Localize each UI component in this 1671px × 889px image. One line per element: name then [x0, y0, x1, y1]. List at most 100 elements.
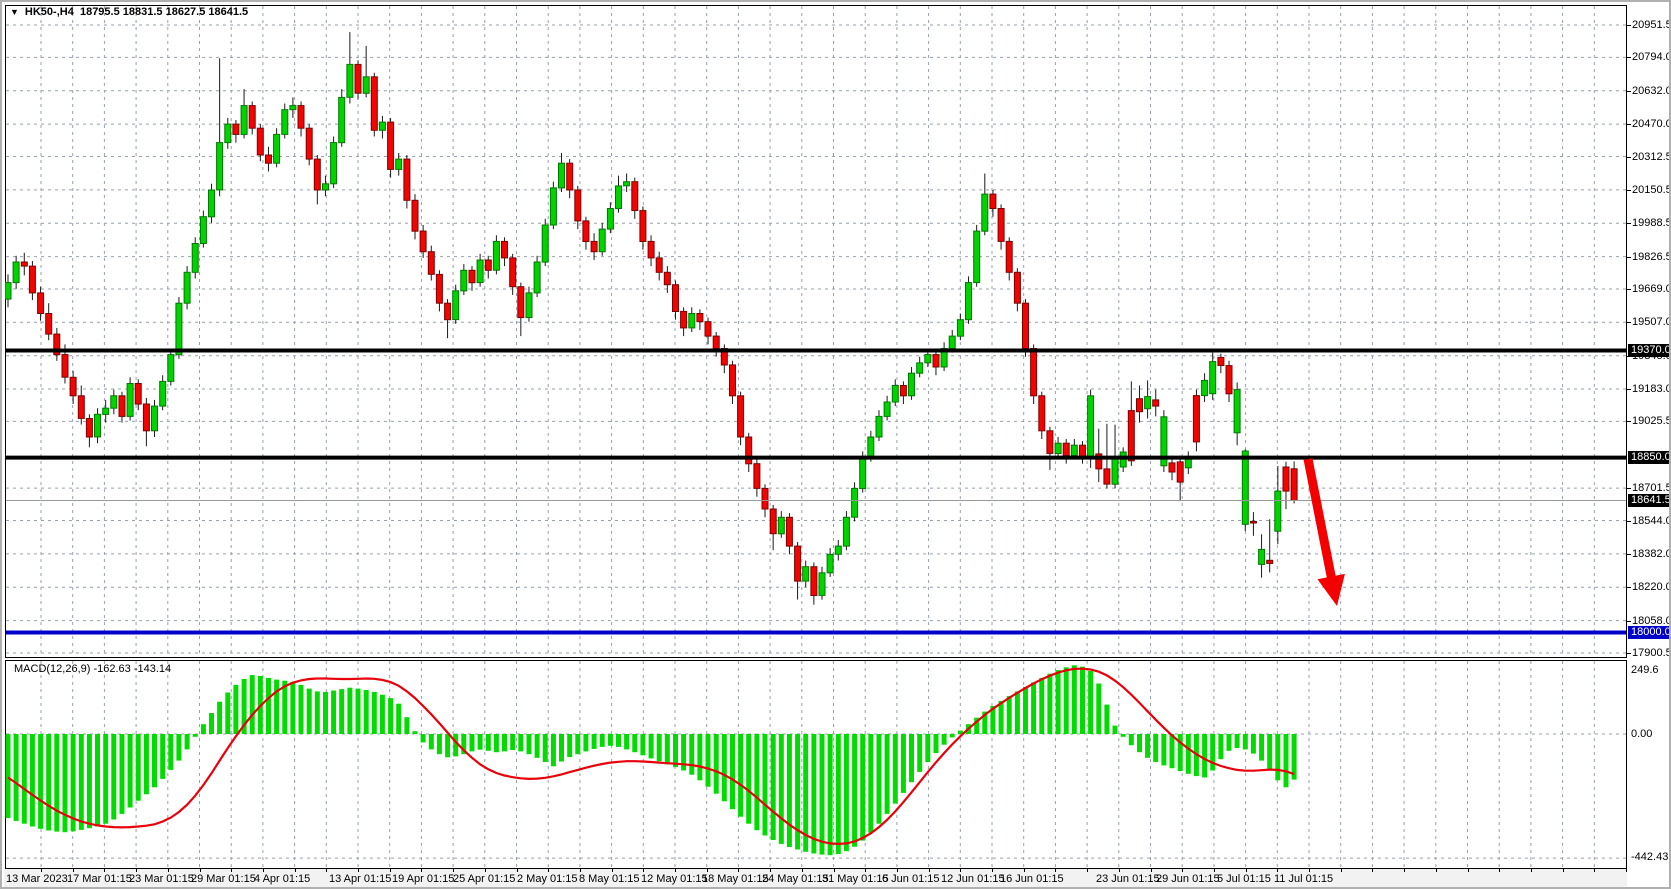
- main-chart-canvas[interactable]: [5, 5, 1627, 658]
- price-tick-label: 17900.5: [1632, 647, 1671, 659]
- time-tick-mark: [168, 869, 169, 872]
- macd-scale-label: 249.6: [1631, 664, 1659, 676]
- time-tick-mark: [1594, 869, 1595, 872]
- price-tick-label: 19826.5: [1632, 251, 1671, 263]
- target-line-price-label: 18000.0: [1628, 626, 1669, 639]
- price-tick-label: 18058.0: [1632, 615, 1671, 627]
- time-tick-label: 11 Jul 01:15: [1274, 873, 1334, 885]
- time-tick-label: 4 Apr 01:15: [254, 873, 311, 885]
- price-axis[interactable]: 20951.5 20794.0 20632.0 20470.0 20312.5 20150…: [1627, 2, 1671, 887]
- time-axis[interactable]: 13 Mar 2023 17 Mar 01:15 23 Mar 01:15 29 Ma…: [4, 869, 1669, 887]
- time-tick-mark: [263, 869, 264, 872]
- price-tick-label: 20150.5: [1632, 184, 1671, 196]
- time-tick-label: 8 May 01:15: [579, 873, 640, 885]
- time-tick-mark: [1372, 869, 1373, 872]
- price-tick-label: 20312.5: [1632, 151, 1671, 163]
- time-tick-label: 6 Jun 01:15: [882, 873, 940, 885]
- time-tick-label: 24 May 01:15: [762, 873, 829, 885]
- price-tick-mark: [1627, 421, 1631, 422]
- price-tick-mark: [1627, 488, 1631, 489]
- time-tick-mark: [643, 869, 644, 872]
- time-tick-mark: [548, 869, 549, 872]
- price-tick-mark: [1627, 554, 1631, 555]
- time-tick-mark: [802, 869, 803, 872]
- time-tick-label: 5 Jul 01:15: [1217, 873, 1271, 885]
- candlesticks: [5, 32, 1298, 605]
- price-tick-mark: [1627, 621, 1631, 622]
- price-tick-label: 20951.5: [1632, 19, 1671, 31]
- support-line-price-label: 18850.0: [1628, 451, 1669, 464]
- time-tick-mark: [1468, 869, 1469, 872]
- time-tick-label: 12 Jun 01:15: [941, 873, 1005, 885]
- price-tick-label: 18382.0: [1632, 548, 1671, 560]
- time-tick-mark: [1119, 869, 1120, 872]
- price-tick-label: 18701.5: [1632, 482, 1671, 494]
- price-tick-mark: [1627, 653, 1631, 654]
- resistance-line-price-label: 19370.0: [1628, 344, 1669, 357]
- time-tick-mark: [1626, 869, 1627, 872]
- time-tick-mark: [1436, 869, 1437, 872]
- price-tick-mark: [1627, 322, 1631, 323]
- price-tick-mark: [1627, 289, 1631, 290]
- time-tick-mark: [326, 869, 327, 872]
- time-tick-mark: [1151, 869, 1152, 872]
- macd-scale-label: -442.43: [1631, 851, 1669, 863]
- macd-scale-label: 0.00: [1631, 728, 1653, 740]
- price-tick-mark: [1627, 25, 1631, 26]
- time-tick-mark: [1214, 869, 1215, 872]
- price-tick-mark: [1627, 57, 1631, 58]
- price-tick-mark: [1627, 521, 1631, 522]
- time-tick-mark: [1341, 869, 1342, 872]
- time-tick-mark: [421, 869, 422, 872]
- ohlc-quote-label: 18795.5 18831.5 18627.5 18641.5: [79, 6, 249, 18]
- time-tick-mark: [1087, 869, 1088, 872]
- time-tick-label: 17 Mar 01:15: [67, 873, 132, 885]
- time-tick-label: 2 May 01:15: [517, 873, 578, 885]
- price-tick-mark: [1627, 157, 1631, 158]
- time-tick-mark: [295, 869, 296, 872]
- macd-histogram: [5, 665, 1297, 856]
- price-tick-mark: [1627, 223, 1631, 224]
- price-tick-label: 19669.0: [1632, 283, 1671, 295]
- time-tick-mark: [1309, 869, 1310, 872]
- time-tick-mark: [390, 869, 391, 872]
- price-tick-label: 19183.0: [1632, 383, 1671, 395]
- time-tick-mark: [517, 869, 518, 872]
- price-tick-label: 18220.0: [1632, 581, 1671, 593]
- price-tick-label: 20794.0: [1632, 51, 1671, 63]
- price-tick-label: 20632.0: [1632, 85, 1671, 97]
- time-tick-mark: [707, 869, 708, 872]
- price-tick-label: 19025.5: [1632, 415, 1671, 427]
- time-tick-mark: [929, 869, 930, 872]
- current-price-line-price-label: 18641.5: [1628, 494, 1669, 507]
- time-tick-mark: [1531, 869, 1532, 872]
- time-tick-label: 29 Jun 01:15: [1156, 873, 1220, 885]
- macd-indicator-label: MACD(12,26,9) -162.63 -143.14: [14, 663, 172, 675]
- price-tick-label: 19988.5: [1632, 217, 1671, 229]
- macd-panel-canvas[interactable]: [5, 660, 1627, 869]
- time-tick-label: 16 Jun 01:15: [1000, 873, 1064, 885]
- time-tick-mark: [960, 869, 961, 872]
- time-tick-mark: [834, 869, 835, 872]
- time-tick-mark: [200, 869, 201, 872]
- time-tick-mark: [231, 869, 232, 872]
- time-tick-label: 13 Apr 01:15: [329, 873, 392, 885]
- time-tick-mark: [770, 869, 771, 872]
- time-tick-mark: [1246, 869, 1247, 872]
- price-tick-mark: [1627, 91, 1631, 92]
- time-tick-mark: [104, 869, 105, 872]
- macd-signal-line: [7, 667, 1295, 846]
- time-tick-label: 23 Jun 01:15: [1096, 873, 1160, 885]
- time-tick-label: 29 Mar 01:15: [191, 873, 256, 885]
- time-tick-mark: [1055, 869, 1056, 872]
- time-tick-mark: [453, 869, 454, 872]
- time-tick-mark: [41, 869, 42, 872]
- symbol-menu-arrow-icon[interactable]: ▼: [10, 7, 19, 17]
- time-tick-mark: [612, 869, 613, 872]
- time-tick-mark: [1563, 869, 1564, 872]
- time-tick-mark: [358, 869, 359, 872]
- time-tick-label: 31 May 01:15: [822, 873, 889, 885]
- time-tick-mark: [73, 869, 74, 872]
- time-tick-mark: [992, 869, 993, 872]
- time-tick-label: 23 Mar 01:15: [129, 873, 194, 885]
